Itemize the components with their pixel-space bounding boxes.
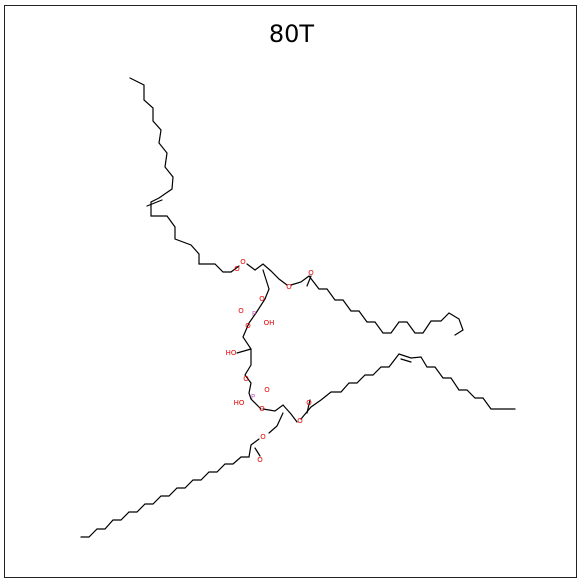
carbonyl-bond-2: [306, 275, 312, 287]
lower-right-acyl-chain: [300, 353, 516, 420]
phosphorus-atom: P: [252, 310, 256, 318]
oxygen-atom: O: [264, 386, 270, 394]
glycerol-backbone-2b: [268, 412, 284, 434]
double-bond-2: [400, 358, 412, 363]
oxygen-atom: O: [259, 405, 265, 413]
upper-left-acyl-chain: [129, 77, 232, 273]
lower-left-acyl-chain: [80, 438, 260, 538]
glycerol-oh-bond: [236, 348, 252, 354]
oxygen-atom: O: [243, 375, 249, 383]
structure-frame: 80T O O: [4, 5, 577, 578]
oxygen-atom: O: [234, 265, 240, 273]
glycerol-to-phosphate-1: [262, 269, 270, 290]
oxygen-atom: O: [245, 322, 251, 330]
carbonyl-bond-3: [306, 399, 311, 414]
bonds: [80, 77, 516, 538]
oxygen-atom: O: [240, 258, 246, 266]
oxygen-atom: O: [257, 456, 263, 464]
oxygen-atom: O: [286, 283, 292, 291]
glycerol-backbone-1: [254, 263, 288, 286]
hydroxyl-group: HO: [226, 349, 237, 357]
glycerol-backbone-2: [262, 404, 298, 423]
structure-title: 80T: [268, 20, 315, 48]
oxygen-atom: O: [238, 307, 244, 315]
carbonyl-bond-1: [230, 265, 240, 273]
bond-o1-glycerol: [246, 263, 256, 271]
oxygen-atom: O: [306, 399, 312, 407]
hydroxyl-group: HO: [234, 399, 245, 407]
carbonyl-bond-4: [254, 447, 261, 457]
double-bond-1: [146, 199, 163, 207]
phosphorus-atom: P: [251, 393, 255, 401]
hydroxyl-group: OH: [264, 319, 275, 327]
phosphate-bridge: [242, 288, 270, 410]
oxygen-atom: O: [308, 269, 314, 277]
atom-labels: O O O O O P O OH O HO O P O HO O O O O O: [226, 258, 315, 464]
oxygen-atom: O: [259, 295, 265, 303]
oxygen-atom: O: [260, 433, 266, 441]
oxygen-atom: O: [297, 417, 303, 425]
upper-right-acyl-chain: [290, 275, 464, 336]
